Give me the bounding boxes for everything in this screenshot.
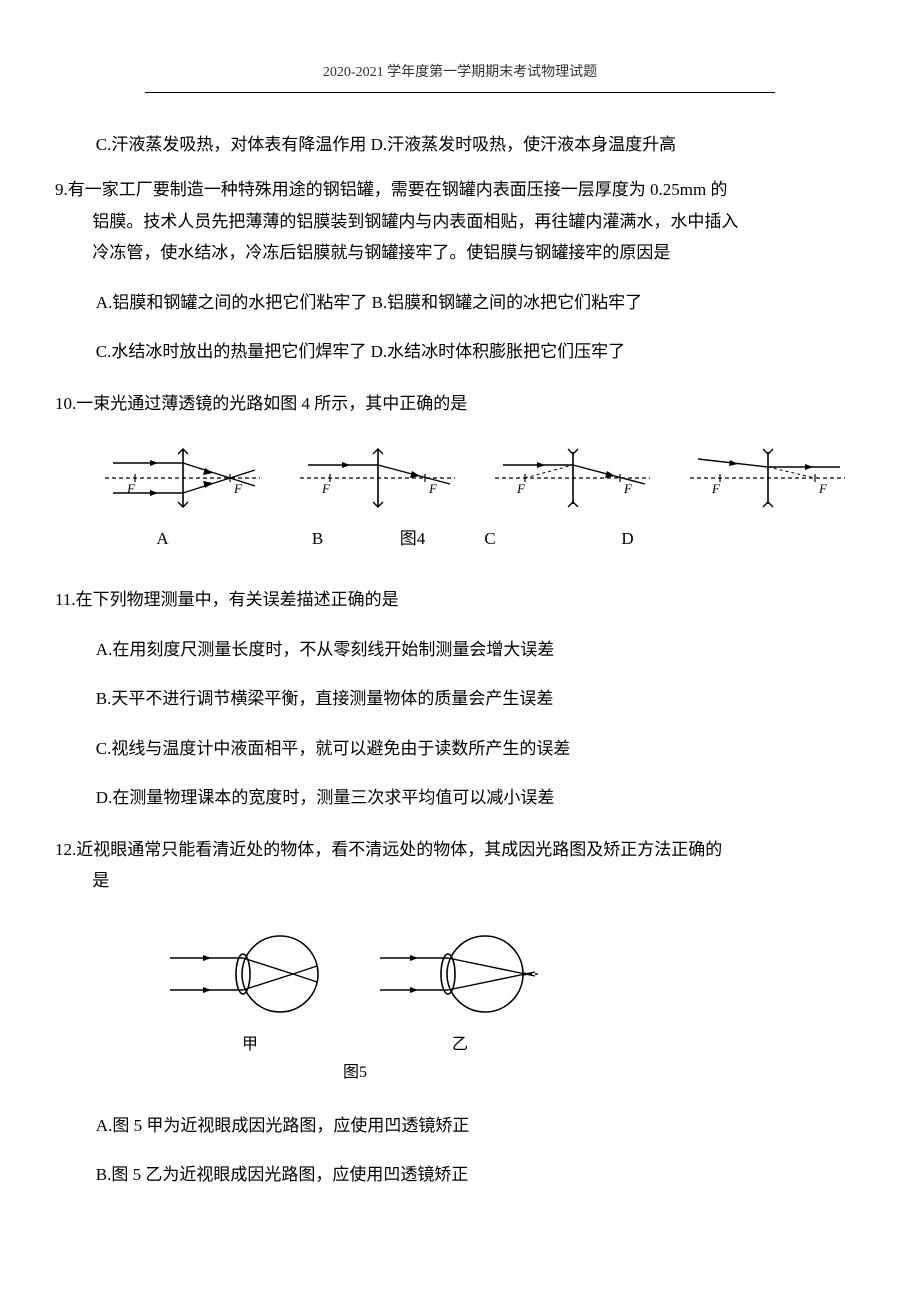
svg-text:F: F <box>516 481 526 496</box>
q10-caption: 图4 <box>395 523 430 554</box>
q11-opt-d: D.在测量物理课本的宽度时，测量三次求平均值可以减小误差 <box>55 782 865 813</box>
svg-text:F: F <box>623 481 633 496</box>
q10-label-d: D <box>550 523 705 554</box>
q12-label-row: 甲 乙 <box>145 1030 565 1060</box>
q8-options-cd: C.汗液蒸发吸热，对体表有降温作用 D.汗液蒸发时吸热，使汗液本身温度升高 <box>55 129 865 160</box>
q12-label-yi: 乙 <box>452 1030 468 1060</box>
q11-opt-a: A.在用刻度尺测量长度时，不从零刻线开始制测量会增大误差 <box>55 634 865 665</box>
q10-label-a: A <box>85 523 240 554</box>
q11-stem: 11.在下列物理测量中，有关误差描述正确的是 <box>55 584 865 615</box>
q10-figure-row: F F F F <box>85 443 865 513</box>
svg-text:F: F <box>126 481 136 496</box>
q12-caption: 图5 <box>145 1058 565 1088</box>
q9-stem-line3: 冷冻管，使水结冰，冷冻后铝膜就与钢罐接牢了。使铝膜与钢罐接牢的原因是 <box>55 237 865 268</box>
q9-stem-line1: 9.有一家工厂要制造一种特殊用途的钢铝罐，需要在钢罐内表面压接一层厚度为 0.2… <box>55 174 865 205</box>
q9-options-ab: A.铝膜和钢罐之间的水把它们粘牢了 B.铝膜和钢罐之间的冰把它们粘牢了 <box>55 287 865 318</box>
q12-stem-line2: 是 <box>55 865 865 896</box>
q12-opt-a: A.图 5 甲为近视眼成因光路图，应使用凹透镜矫正 <box>55 1110 865 1141</box>
q9-options-cd: C.水结冰时放出的热量把它们焊牢了 D.水结冰时体积膨胀把它们压牢了 <box>55 336 865 367</box>
svg-text:F: F <box>818 481 828 496</box>
q12-figure-row <box>145 924 565 1024</box>
q10-label-b: B <box>240 523 395 554</box>
lens-diagram-a: F F <box>105 443 260 513</box>
q10-label-row: A B 图4 C D <box>85 523 865 554</box>
page-header: 2020-2021 学年度第一学期期末考试物理试题 <box>145 60 775 93</box>
svg-text:F: F <box>233 481 243 496</box>
q9-stem-line2: 铝膜。技术人员先把薄薄的铝膜装到钢罐内与内表面相贴，再往罐内灌满水，水中插入 <box>55 206 865 237</box>
svg-text:F: F <box>428 481 438 496</box>
q10-stem: 10.一束光通过薄透镜的光路如图 4 所示，其中正确的是 <box>55 388 865 419</box>
lens-diagram-d: F F <box>690 443 845 513</box>
q12-label-jia: 甲 <box>242 1030 258 1060</box>
q11-opt-c: C.视线与温度计中液面相平，就可以避免由于读数所产生的误差 <box>55 733 865 764</box>
q11-opt-b: B.天平不进行调节横梁平衡，直接测量物体的质量会产生误差 <box>55 683 865 714</box>
lens-diagram-b: F F <box>300 443 455 513</box>
exam-page: 2020-2021 学年度第一学期期末考试物理试题 C.汗液蒸发吸热，对体表有降… <box>0 0 920 1302</box>
eye-diagram-jia <box>165 924 335 1024</box>
svg-text:F: F <box>321 481 331 496</box>
q12-stem-line1: 12.近视眼通常只能看清近处的物体，看不清远处的物体，其成因光路图及矫正方法正确… <box>55 834 865 865</box>
q12-opt-b: B.图 5 乙为近视眼成因光路图，应使用凹透镜矫正 <box>55 1159 865 1190</box>
eye-diagram-yi <box>375 924 545 1024</box>
q10-label-c: C <box>430 523 550 554</box>
svg-text:F: F <box>711 481 721 496</box>
lens-diagram-c: F F <box>495 443 650 513</box>
